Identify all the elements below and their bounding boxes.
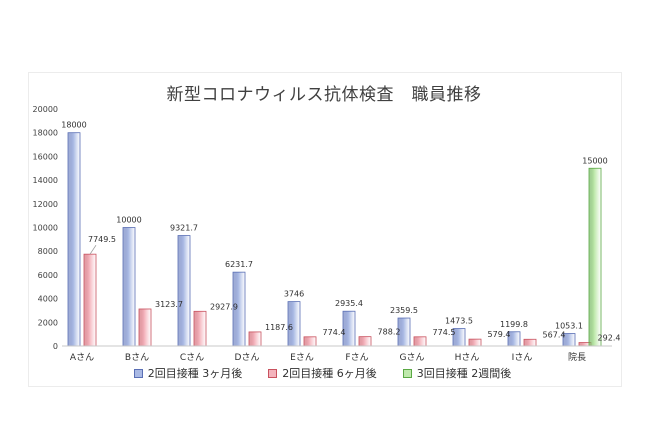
data-label: 579.4 <box>488 330 511 339</box>
bar-series-2 <box>248 331 262 347</box>
data-label: 1187.6 <box>265 323 293 332</box>
legend-swatch-series-3 <box>402 368 412 378</box>
data-label: 292.4 <box>598 334 621 343</box>
y-axis: 0 2000 4000 6000 8000 10000 12000 14000 16000 180… <box>33 105 58 351</box>
bars <box>67 132 602 347</box>
bar-series-2 <box>413 336 427 347</box>
x-tick-label: Dさん <box>235 352 260 363</box>
x-tick-label: Fさん <box>345 352 368 363</box>
bar-series-1 <box>67 132 81 347</box>
data-label: 3746 <box>284 290 304 299</box>
legend-label-series-1: 2回目接種 3ヶ月後 <box>147 367 243 380</box>
data-label: 1199.8 <box>500 320 528 329</box>
bar-series-2 <box>523 338 537 347</box>
data-label: 774.4 <box>323 328 346 337</box>
data-label: 774.5 <box>433 328 456 337</box>
legend-label-series-3: 3回目接種 2週間後 <box>416 367 512 380</box>
chart-title: 新型コロナウィルス抗体検査 職員推移 <box>166 85 482 105</box>
y-tick-label: 2000 <box>38 318 58 327</box>
data-label: 2359.5 <box>390 306 418 315</box>
bar-series-2 <box>468 338 482 347</box>
x-axis: Aさん Bさん Cさん Dさん Eさん Fさん Gさん Hさん Iさん 院長 <box>62 345 612 363</box>
x-tick-label: Cさん <box>180 352 204 363</box>
y-tick-label: 0 <box>53 342 58 351</box>
legend-item-series-1: 2回目接種 3ヶ月後 <box>133 365 243 381</box>
legend: 2回目接種 3ヶ月後 2回目接種 6ヶ月後 3回目接種 2週間後 <box>0 365 645 381</box>
bar-series-2 <box>83 253 97 347</box>
y-tick-label: 14000 <box>33 176 58 185</box>
x-tick-label: Bさん <box>125 352 149 363</box>
x-tick-label: Hさん <box>455 352 480 363</box>
legend-item-series-2: 2回目接種 6ヶ月後 <box>268 365 377 381</box>
data-label: 6231.7 <box>225 260 253 269</box>
legend-swatch-series-1 <box>133 368 143 378</box>
y-tick-label: 16000 <box>33 152 58 161</box>
y-tick-label: 6000 <box>38 271 58 280</box>
data-label: 1473.5 <box>445 317 473 326</box>
y-tick-label: 4000 <box>38 295 58 304</box>
data-label: 2927.9 <box>210 302 238 311</box>
data-labels: 18000 7749.5 10000 3123.7 9321.7 2927.9 6231.7… <box>61 121 620 343</box>
data-label: 788.2 <box>378 328 401 337</box>
x-tick-label: Aさん <box>70 352 94 363</box>
x-tick-label: Eさん <box>290 352 314 363</box>
x-tick-label: Gさん <box>400 352 425 363</box>
data-label: 10000 <box>116 216 141 225</box>
bar-series-2 <box>303 336 317 347</box>
y-tick-label: 10000 <box>33 224 58 233</box>
legend-swatch-series-2 <box>268 368 278 378</box>
data-label: 2935.4 <box>335 299 363 308</box>
data-label: 1053.1 <box>555 322 583 331</box>
legend-item-series-3: 3回目接種 2週間後 <box>402 365 512 381</box>
bar-series-1 <box>122 227 136 347</box>
data-label: 7749.5 <box>88 235 116 244</box>
x-tick-label: 院長 <box>568 351 586 363</box>
data-label: 9321.7 <box>170 224 198 233</box>
data-label: 3123.7 <box>155 300 183 309</box>
x-tick-label: Iさん <box>512 352 533 363</box>
y-tick-label: 12000 <box>33 200 58 209</box>
bar-series-1 <box>177 235 191 347</box>
bar-series-2 <box>193 310 207 347</box>
data-label: 15000 <box>582 156 607 165</box>
data-label: 567.4 <box>543 330 566 339</box>
data-label-leader <box>89 244 97 255</box>
y-tick-label: 18000 <box>33 129 58 138</box>
y-tick-label: 20000 <box>33 105 58 114</box>
y-tick-label: 8000 <box>38 247 58 256</box>
bar-series-2 <box>358 336 372 347</box>
bar-series-3 <box>588 167 602 347</box>
legend-label-series-2: 2回目接種 6ヶ月後 <box>282 367 377 380</box>
data-label: 18000 <box>61 121 86 130</box>
bar-series-2 <box>138 308 152 347</box>
